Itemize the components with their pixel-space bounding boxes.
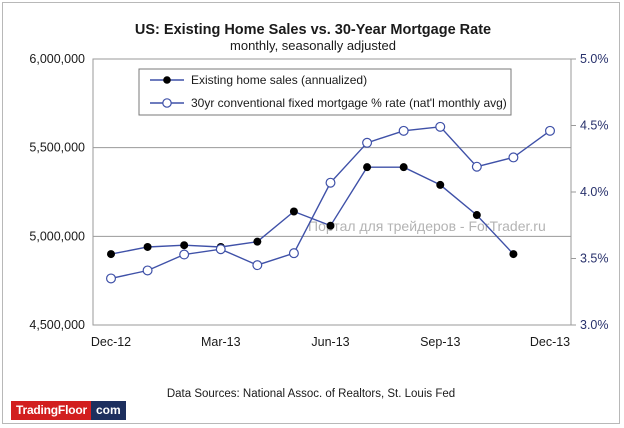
- badge-brand: TradingFloor: [11, 401, 91, 420]
- chart-svg: US: Existing Home Sales vs. 30-Year Mort…: [29, 22, 609, 400]
- left-tick-label: 5,000,000: [29, 229, 85, 243]
- rate-point: [142, 265, 153, 276]
- sales-point: [180, 241, 189, 250]
- x-axis: Dec-12 Mar-13 Jun-13 Sep-13 Dec-13: [91, 335, 570, 349]
- left-tick-label: 4,500,000: [29, 318, 85, 332]
- sales-point: [399, 163, 408, 172]
- right-tick-label: 4.0%: [580, 185, 609, 199]
- legend: Existing home sales (annualized) 30yr co…: [138, 68, 512, 116]
- chart-subtitle: monthly, seasonally adjusted: [230, 38, 396, 53]
- right-axis: 3.0% 3.5% 4.0% 4.5% 5.0%: [571, 52, 609, 332]
- watermark: Портал для трейдеров - ForTrader.ru: [308, 218, 546, 234]
- series-layer: [105, 121, 555, 284]
- sales-point: [253, 237, 262, 246]
- chart-frame: US: Existing Home Sales vs. 30-Year Mort…: [2, 2, 620, 424]
- sales-point: [509, 250, 518, 259]
- sales-point: [326, 221, 335, 230]
- rate-point: [471, 161, 482, 172]
- sales-point: [472, 211, 481, 220]
- right-tick-label: 4.5%: [580, 119, 609, 133]
- sales-point: [436, 180, 445, 189]
- rate-point: [508, 152, 519, 163]
- right-tick-label: 3.0%: [580, 318, 609, 332]
- rate-point: [435, 121, 446, 132]
- rate-point: [362, 137, 373, 148]
- x-tick-label: Sep-13: [420, 335, 460, 349]
- rate-point: [252, 260, 263, 271]
- source-note: Data Sources: National Assoc. of Realtor…: [167, 388, 455, 400]
- x-tick-label: Jun-13: [311, 335, 349, 349]
- chart-title: US: Existing Home Sales vs. 30-Year Mort…: [135, 22, 491, 38]
- x-tick-label: Mar-13: [201, 335, 241, 349]
- legend-sales-label: Existing home sales (annualized): [191, 73, 367, 87]
- left-tick-label: 5,500,000: [29, 141, 85, 155]
- rate-point: [544, 125, 555, 136]
- sales-point: [363, 163, 372, 172]
- x-tick-label: Dec-12: [91, 335, 131, 349]
- rate-point: [215, 244, 226, 255]
- right-tick-label: 5.0%: [580, 52, 609, 66]
- tradingfloor-badge: TradingFloor com: [11, 401, 126, 420]
- sales-point: [143, 242, 152, 251]
- sales-point: [289, 207, 298, 216]
- x-tick-label: Dec-13: [530, 335, 570, 349]
- rate-point: [398, 125, 409, 136]
- rate-point: [288, 248, 299, 259]
- left-tick-label: 6,000,000: [29, 52, 85, 66]
- gridlines: [93, 147, 571, 237]
- legend-sales-marker: [163, 76, 171, 84]
- legend-box: [138, 68, 512, 116]
- rate-point: [325, 177, 336, 188]
- right-tick-label: 3.5%: [580, 252, 609, 266]
- sales-point: [107, 250, 115, 259]
- rate-point: [105, 273, 116, 284]
- badge-suffix: com: [90, 401, 126, 420]
- legend-rate-label: 30yr conventional fixed mortgage % rate …: [191, 96, 507, 110]
- rate-point: [179, 249, 190, 260]
- legend-rate-marker: [162, 98, 172, 108]
- left-axis: 4,500,000 5,000,000 5,500,000 6,000,000: [29, 52, 85, 332]
